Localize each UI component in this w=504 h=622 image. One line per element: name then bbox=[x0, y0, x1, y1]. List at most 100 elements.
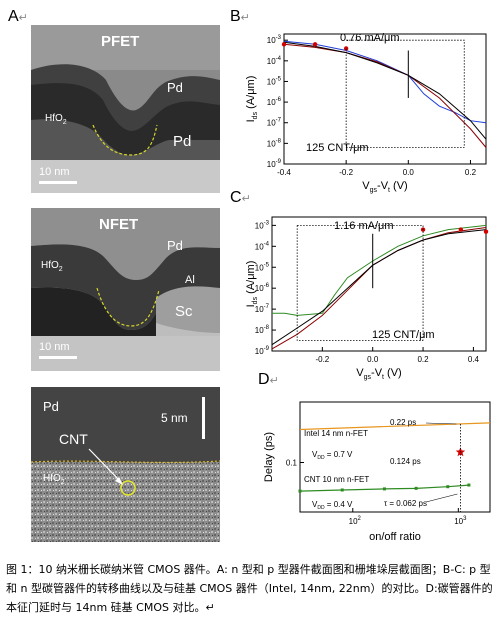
figure-caption: 图 1：10 纳米栅长碳纳米管 CMOS 器件。A: n 型和 p 型器件截面图… bbox=[6, 563, 493, 614]
cnt-dielectric-label: HfO2 bbox=[43, 473, 65, 486]
chart-d-svg: 102 103 0.1 Intel 14 nm n-FET VDD = 0.7 V 0.2… bbox=[263, 401, 491, 543]
x-axis-title: Vgs-Vt (V) bbox=[362, 180, 407, 194]
cnt-scale-bar bbox=[202, 397, 205, 439]
y-tick-label: 10-4 bbox=[267, 56, 282, 66]
panel-letter-a: A↵ bbox=[8, 8, 28, 25]
series-line-1 bbox=[299, 484, 469, 492]
cnt-tem-image: Pd 5 nm CNT HfO2 bbox=[31, 387, 220, 542]
pfet-title: PFET bbox=[101, 33, 140, 50]
x-tick-label: -0.4 bbox=[277, 168, 291, 177]
cnt-scale-label: 5 nm bbox=[161, 411, 188, 425]
cnt-data-point bbox=[467, 483, 471, 487]
chart-d: 102 103 0.1 Intel 14 nm n-FET VDD = 0.7 V 0.2… bbox=[260, 392, 498, 552]
current-annotation: 1.16 mA/μm bbox=[334, 220, 394, 232]
y-tick-label: 10-9 bbox=[255, 346, 270, 356]
chart-b: -0.4 -0.2 0.0 0.2 10-3 10-4 10-5 10-6 10-7 10-8 10… bbox=[240, 22, 498, 198]
series-line-1 bbox=[283, 43, 487, 148]
intel-vdd-label: VDD = 0.7 V bbox=[312, 450, 353, 461]
panel-letter-c: C↵ bbox=[230, 189, 251, 206]
nfet-scale-bar bbox=[39, 356, 77, 359]
pfet-contact-label: Pd bbox=[173, 133, 192, 150]
y-tick-label: 10-5 bbox=[255, 262, 270, 272]
guide-lower bbox=[296, 225, 424, 341]
series-line-0 bbox=[272, 224, 487, 316]
series-line-0 bbox=[283, 40, 487, 124]
nfet-dielectric-label: HfO2 bbox=[41, 260, 63, 273]
y-tick-label: 10-3 bbox=[255, 220, 270, 230]
plot-frame bbox=[271, 216, 487, 352]
x-tick-label: 0.2 bbox=[417, 355, 429, 364]
y-tick-label: 10-8 bbox=[255, 325, 270, 335]
chart-c-svg: -0.2 0.0 0.2 0.4 10-3 10-4 10-5 10-6 10-7 10-8 10-… bbox=[245, 216, 489, 381]
y-tick-label: 10-8 bbox=[267, 138, 282, 148]
nfet-gate-label: Pd bbox=[167, 238, 183, 253]
pfet-tem-image: PFET Pd Pd HfO2 10 nm bbox=[31, 25, 220, 193]
cnt-gate-label: Pd bbox=[43, 399, 59, 414]
cnt-vdd-label: VDD = 0.4 V bbox=[312, 500, 353, 511]
chart-c: -0.2 0.0 0.2 0.4 10-3 10-4 10-5 10-6 10-7 10-8 10-… bbox=[240, 205, 498, 387]
nfet-contact-label: Sc bbox=[175, 303, 193, 320]
nfet-al-label: Al bbox=[185, 274, 195, 286]
y-tick-label: 10-7 bbox=[255, 304, 270, 314]
y-tick-label: 10-6 bbox=[267, 97, 282, 107]
plot-frame bbox=[299, 401, 491, 513]
y-tick-label: 10-7 bbox=[267, 118, 282, 128]
y-tick-label: 0.1 bbox=[286, 459, 298, 468]
x-tick-label: 102 bbox=[349, 516, 362, 526]
cnt-series-label: CNT 10 nm n-FET bbox=[304, 475, 369, 484]
panel-letter-b: B↵ bbox=[230, 8, 250, 25]
cnt-data-point bbox=[382, 487, 386, 491]
x-tick-label: -0.2 bbox=[315, 355, 329, 364]
x-axis-title: on/off ratio bbox=[369, 531, 421, 543]
x-tick-label: 103 bbox=[454, 516, 467, 526]
x-tick-label: 0.2 bbox=[465, 168, 477, 177]
nfet-tem-image: NFET Pd Al Sc HfO2 10 nm bbox=[31, 208, 220, 371]
pfet-tem-graphic bbox=[31, 25, 220, 193]
y-tick-label: 10-4 bbox=[255, 241, 270, 251]
guide-upper bbox=[297, 224, 424, 341]
current-annotation: 0.76 mA/μm bbox=[340, 32, 400, 44]
panel-letter-d: D↵ bbox=[258, 371, 279, 388]
cnt-delay-pointer bbox=[425, 493, 458, 503]
data-marker bbox=[281, 42, 287, 47]
intel-series-label: Intel 14 nm n-FET bbox=[304, 429, 368, 438]
cnt-data-point bbox=[446, 485, 450, 489]
star-delay-label: 0.124 ps bbox=[390, 457, 421, 466]
pfet-scale-bar bbox=[39, 181, 77, 184]
series-line-0 bbox=[299, 422, 491, 431]
intel-delay-pointer bbox=[425, 422, 457, 425]
density-annotation: 125 CNT/μm bbox=[306, 142, 369, 154]
y-tick-label: 10-5 bbox=[267, 76, 282, 86]
guide-upper bbox=[346, 39, 465, 148]
data-marker bbox=[312, 42, 318, 47]
y-axis-title: Delay (ps) bbox=[263, 432, 275, 482]
cnt-delay-label: τ = 0.062 ps bbox=[384, 499, 427, 508]
nfet-scale-label: 10 nm bbox=[39, 341, 70, 353]
pfet-gate-label: Pd bbox=[167, 80, 183, 95]
pfet-scale-label: 10 nm bbox=[39, 166, 70, 178]
density-annotation: 125 CNT/μm bbox=[372, 329, 435, 341]
x-tick-label: 0.0 bbox=[367, 355, 379, 364]
x-tick-label: 0.0 bbox=[403, 168, 415, 177]
pfet-dielectric-label: HfO2 bbox=[45, 113, 67, 126]
series-line-2 bbox=[283, 41, 487, 140]
cnt-pointer-arrow bbox=[88, 448, 123, 485]
y-axis-title: Ids (A/μm) bbox=[245, 261, 259, 308]
nfet-title: NFET bbox=[99, 216, 139, 233]
x-tick-label: 0.4 bbox=[468, 355, 480, 364]
intel-delay-label: 0.22 ps bbox=[390, 418, 416, 427]
nfet-tem-graphic bbox=[31, 208, 220, 371]
cnt-data-point bbox=[414, 486, 418, 490]
cnt-data-point bbox=[298, 489, 302, 493]
y-axis-title: Ids (A/μm) bbox=[245, 76, 259, 123]
data-marker bbox=[343, 46, 349, 51]
cnt-data-point bbox=[340, 488, 344, 492]
plot-frame bbox=[283, 33, 487, 165]
data-marker bbox=[458, 227, 464, 232]
cnt-tem-graphic bbox=[31, 387, 220, 542]
data-marker bbox=[483, 229, 489, 234]
guide-lower bbox=[345, 48, 465, 148]
y-tick-label: 10-3 bbox=[267, 35, 282, 45]
x-tick-label: -0.2 bbox=[339, 168, 353, 177]
series-line-2 bbox=[271, 229, 487, 346]
